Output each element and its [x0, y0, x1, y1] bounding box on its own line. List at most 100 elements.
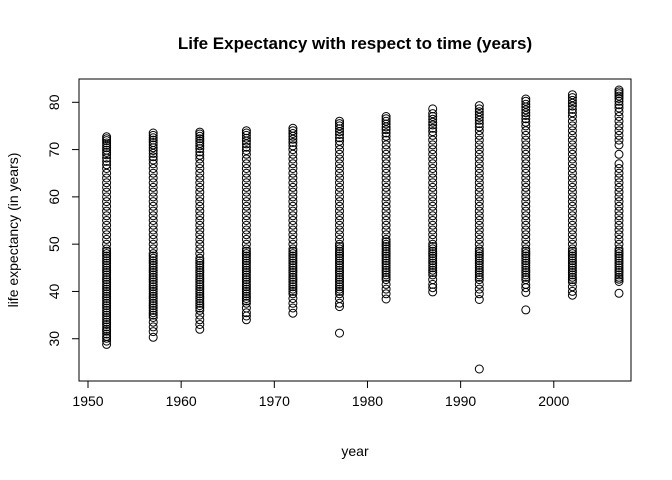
- data-point: [614, 168, 624, 178]
- data-point: [474, 119, 484, 129]
- data-point: [148, 168, 158, 178]
- x-tick-label: 1980: [352, 393, 383, 409]
- data-point: [102, 275, 112, 285]
- data-point: [428, 145, 438, 155]
- data-point: [614, 201, 624, 211]
- data-point: [567, 239, 577, 249]
- data-point: [288, 123, 298, 133]
- data-point: [288, 270, 298, 280]
- data-point: [148, 289, 158, 299]
- data-point: [102, 272, 112, 282]
- data-point: [195, 211, 205, 221]
- data-point: [288, 258, 298, 268]
- data-point: [241, 142, 251, 152]
- data-point: [381, 164, 391, 173]
- data-point: [195, 260, 205, 270]
- data-point: [195, 164, 205, 173]
- data-point: [148, 187, 158, 197]
- data-point: [474, 239, 484, 249]
- data-point: [148, 225, 158, 235]
- data-point: [195, 286, 205, 296]
- data-point: [567, 108, 577, 118]
- data-point: [335, 197, 344, 207]
- data-point: [195, 294, 205, 303]
- data-point: [381, 268, 391, 277]
- data-point: [148, 230, 158, 240]
- data-point: [381, 251, 391, 261]
- data-point: [288, 149, 298, 159]
- data-point: [428, 253, 438, 263]
- data-point: [428, 130, 438, 140]
- data-point: [195, 187, 205, 197]
- data-point: [195, 310, 205, 320]
- data-point: [195, 324, 205, 334]
- plot-frame: [78, 78, 632, 382]
- data-point: [474, 149, 484, 159]
- data-point: [102, 178, 112, 188]
- data-point: [241, 251, 251, 261]
- data-point: [474, 101, 484, 111]
- data-point: [428, 127, 438, 137]
- data-point: [335, 265, 344, 275]
- data-point: [521, 96, 531, 106]
- data-point: [474, 164, 484, 173]
- data-point: [474, 178, 484, 188]
- data-point: [521, 192, 531, 202]
- data-point: [195, 270, 205, 280]
- data-point: [148, 313, 158, 322]
- data-point: [335, 119, 344, 129]
- data-point: [148, 216, 158, 225]
- data-point: [148, 275, 158, 285]
- data-point: [381, 270, 391, 280]
- data-point: [195, 268, 205, 277]
- data-point: [288, 268, 298, 277]
- data-point: [195, 279, 205, 289]
- data-point: [428, 109, 438, 119]
- data-point: [614, 187, 624, 197]
- data-point: [148, 155, 158, 165]
- data-point: [335, 272, 344, 282]
- data-point: [428, 164, 438, 173]
- data-point: [428, 251, 438, 261]
- data-point: [428, 178, 438, 188]
- data-point: [148, 322, 158, 332]
- data-point: [102, 284, 112, 294]
- data-point: [567, 164, 577, 173]
- data-point: [288, 216, 298, 225]
- data-point: [335, 187, 344, 197]
- data-point: [102, 265, 112, 275]
- data-point: [381, 239, 391, 249]
- data-point: [474, 246, 484, 256]
- data-point: [567, 90, 577, 100]
- data-point: [102, 260, 112, 270]
- data-point: [148, 272, 158, 282]
- data-point: [521, 130, 531, 140]
- data-point: [521, 135, 531, 145]
- data-point: [381, 192, 391, 202]
- data-point: [195, 249, 205, 259]
- data-point: [428, 149, 438, 159]
- data-point: [241, 154, 251, 164]
- data-point: [521, 249, 531, 259]
- data-point: [474, 364, 484, 374]
- data-point: [381, 197, 391, 207]
- data-point: [148, 164, 158, 173]
- data-point: [428, 268, 438, 277]
- data-point: [195, 201, 205, 211]
- data-point: [241, 201, 251, 211]
- data-point: [241, 270, 251, 280]
- data-point: [335, 140, 344, 150]
- data-point: [614, 206, 624, 216]
- data-point: [567, 268, 577, 277]
- data-point: [102, 239, 112, 249]
- data-point: [335, 253, 344, 263]
- data-point: [381, 294, 391, 304]
- data-point: [567, 253, 577, 263]
- data-point: [521, 244, 531, 254]
- data-point: [288, 244, 298, 254]
- data-point: [521, 230, 531, 240]
- data-point: [474, 295, 484, 304]
- data-point: [288, 220, 298, 230]
- data-point: [381, 237, 391, 247]
- data-point: [567, 187, 577, 197]
